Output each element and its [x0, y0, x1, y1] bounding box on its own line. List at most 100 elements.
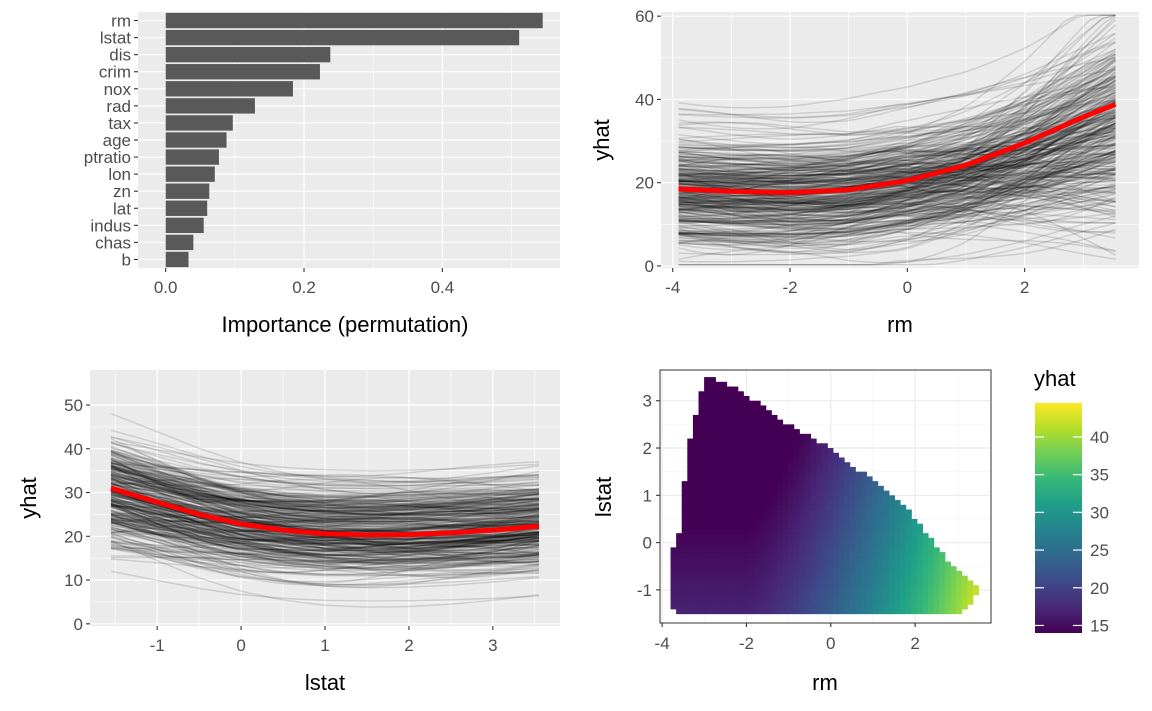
heatmap-cell: [788, 443, 795, 449]
ice-rm-ice-curve: [678, 212, 1116, 241]
heatmap-cell: [883, 523, 890, 530]
heatmap-cell: [760, 594, 767, 600]
heatmap-cell: [704, 518, 711, 525]
ice-lstat-ice-curve: [110, 500, 540, 540]
heatmap-cell: [698, 514, 705, 520]
ice-lstat-ice-curve: [110, 517, 540, 557]
heatmap-cell: [816, 589, 823, 596]
heatmap-cell: [961, 589, 968, 596]
heatmap-cell: [687, 523, 694, 530]
heatmap-cell: [681, 604, 688, 610]
heatmap-cell: [844, 462, 851, 468]
heatmap-cell: [832, 585, 840, 591]
heatmap-cell: [838, 518, 845, 525]
heatmap-cell: [776, 514, 784, 520]
heatmap-cell: [911, 594, 918, 600]
heatmap-cell: [827, 518, 834, 525]
ice-rm-ice-curve: [678, 167, 1116, 180]
heatmap-cell: [855, 589, 862, 596]
heatmap-cell: [698, 537, 705, 544]
heatmap-cell: [939, 552, 946, 558]
heatmap-cell: [855, 514, 862, 520]
heatmap-cell: [698, 608, 705, 615]
heatmap-cell: [838, 589, 845, 596]
ice-rm-x-tick-label: -2: [782, 278, 797, 297]
ice-rm-ice-curve: [678, 128, 1116, 203]
heatmap-cell: [760, 580, 767, 586]
heatmap-cell: [804, 490, 812, 496]
ice-lstat-ice-curve: [110, 510, 540, 559]
heatmap-cell: [732, 514, 739, 520]
heatmap-cell: [720, 485, 728, 492]
heatmap-cell: [804, 528, 812, 534]
heatmap-cell: [972, 585, 979, 591]
heatmap-cell: [860, 523, 868, 530]
ice-lstat-ice-curve: [110, 523, 540, 560]
ice-rm-ice-curve: [678, 51, 1116, 167]
ice-rm-ice-curve: [678, 155, 1116, 230]
heatmap-cell: [765, 410, 772, 416]
heatmap-cell: [894, 608, 901, 615]
ice-rm-ice-curve: [678, 165, 1116, 176]
heatmap-cell: [866, 500, 873, 506]
heatmap-cell: [687, 566, 694, 572]
heatmap-cell: [732, 405, 739, 411]
heatmap-cell: [776, 523, 784, 530]
pd-heatmap-x-tick-label: 2: [910, 634, 919, 653]
heatmap-cell: [793, 542, 800, 548]
heatmap-cell: [933, 547, 940, 553]
heatmap-cell: [838, 556, 845, 563]
heatmap-cell: [955, 575, 963, 582]
heatmap-cell: [709, 523, 716, 530]
heatmap-cell: [788, 485, 795, 492]
heatmap-cell: [687, 561, 694, 567]
heatmap-cell: [804, 542, 812, 548]
ice-lstat-x-tick-label: 1: [320, 636, 329, 655]
heatmap-cell: [754, 528, 761, 534]
ice-rm-ice-curve: [678, 127, 1116, 251]
ice-rm-ice-curve: [678, 168, 1116, 206]
heatmap-cell: [681, 509, 688, 515]
heatmap-cell: [760, 448, 767, 454]
heatmap-cell: [726, 589, 733, 596]
legend-tick-label: 30: [1090, 503, 1109, 522]
heatmap-cell: [692, 509, 700, 515]
heatmap-cell: [715, 570, 722, 577]
heatmap-cell: [737, 481, 744, 487]
heatmap-cell: [838, 552, 845, 558]
ice-lstat-ice-curve: [110, 464, 540, 506]
heatmap-cell: [720, 589, 728, 596]
heatmap-cell: [821, 476, 828, 482]
heatmap-cell: [827, 476, 834, 482]
heatmap-cell: [905, 528, 912, 534]
heatmap-cell: [760, 452, 767, 459]
ice-lstat-y-tick-label: 30: [64, 484, 83, 503]
ice-rm-ice-curve: [678, 84, 1116, 168]
heatmap-cell: [760, 471, 767, 477]
ice-lstat-ice-curve: [110, 524, 540, 549]
heatmap-cell: [810, 443, 817, 449]
importance-category-label: crim: [99, 63, 131, 82]
heatmap-cell: [799, 476, 806, 482]
heatmap-cell: [760, 589, 767, 596]
ice-rm-ice-curve: [678, 145, 1116, 181]
heatmap-cell: [799, 533, 806, 539]
heatmap-cell: [844, 533, 851, 539]
ice-rm-ice-curve: [678, 103, 1116, 214]
heatmap-cell: [726, 433, 733, 440]
heatmap-cell: [821, 514, 828, 520]
heatmap-cell: [782, 462, 789, 468]
heatmap-cell: [715, 476, 722, 482]
ice-lstat-ice-curve: [110, 490, 540, 550]
heatmap-cell: [804, 500, 812, 506]
heatmap-cell: [732, 471, 739, 477]
heatmap-cell: [709, 552, 716, 558]
heatmap-cell: [916, 608, 923, 615]
ice-lstat-ice-curve: [110, 452, 540, 525]
heatmap-cell: [776, 443, 784, 449]
heatmap-cell: [726, 542, 733, 548]
ice-lstat-ice-curve: [110, 462, 540, 513]
ice-rm-ice-curve: [678, 156, 1116, 237]
heatmap-cell: [732, 443, 739, 449]
